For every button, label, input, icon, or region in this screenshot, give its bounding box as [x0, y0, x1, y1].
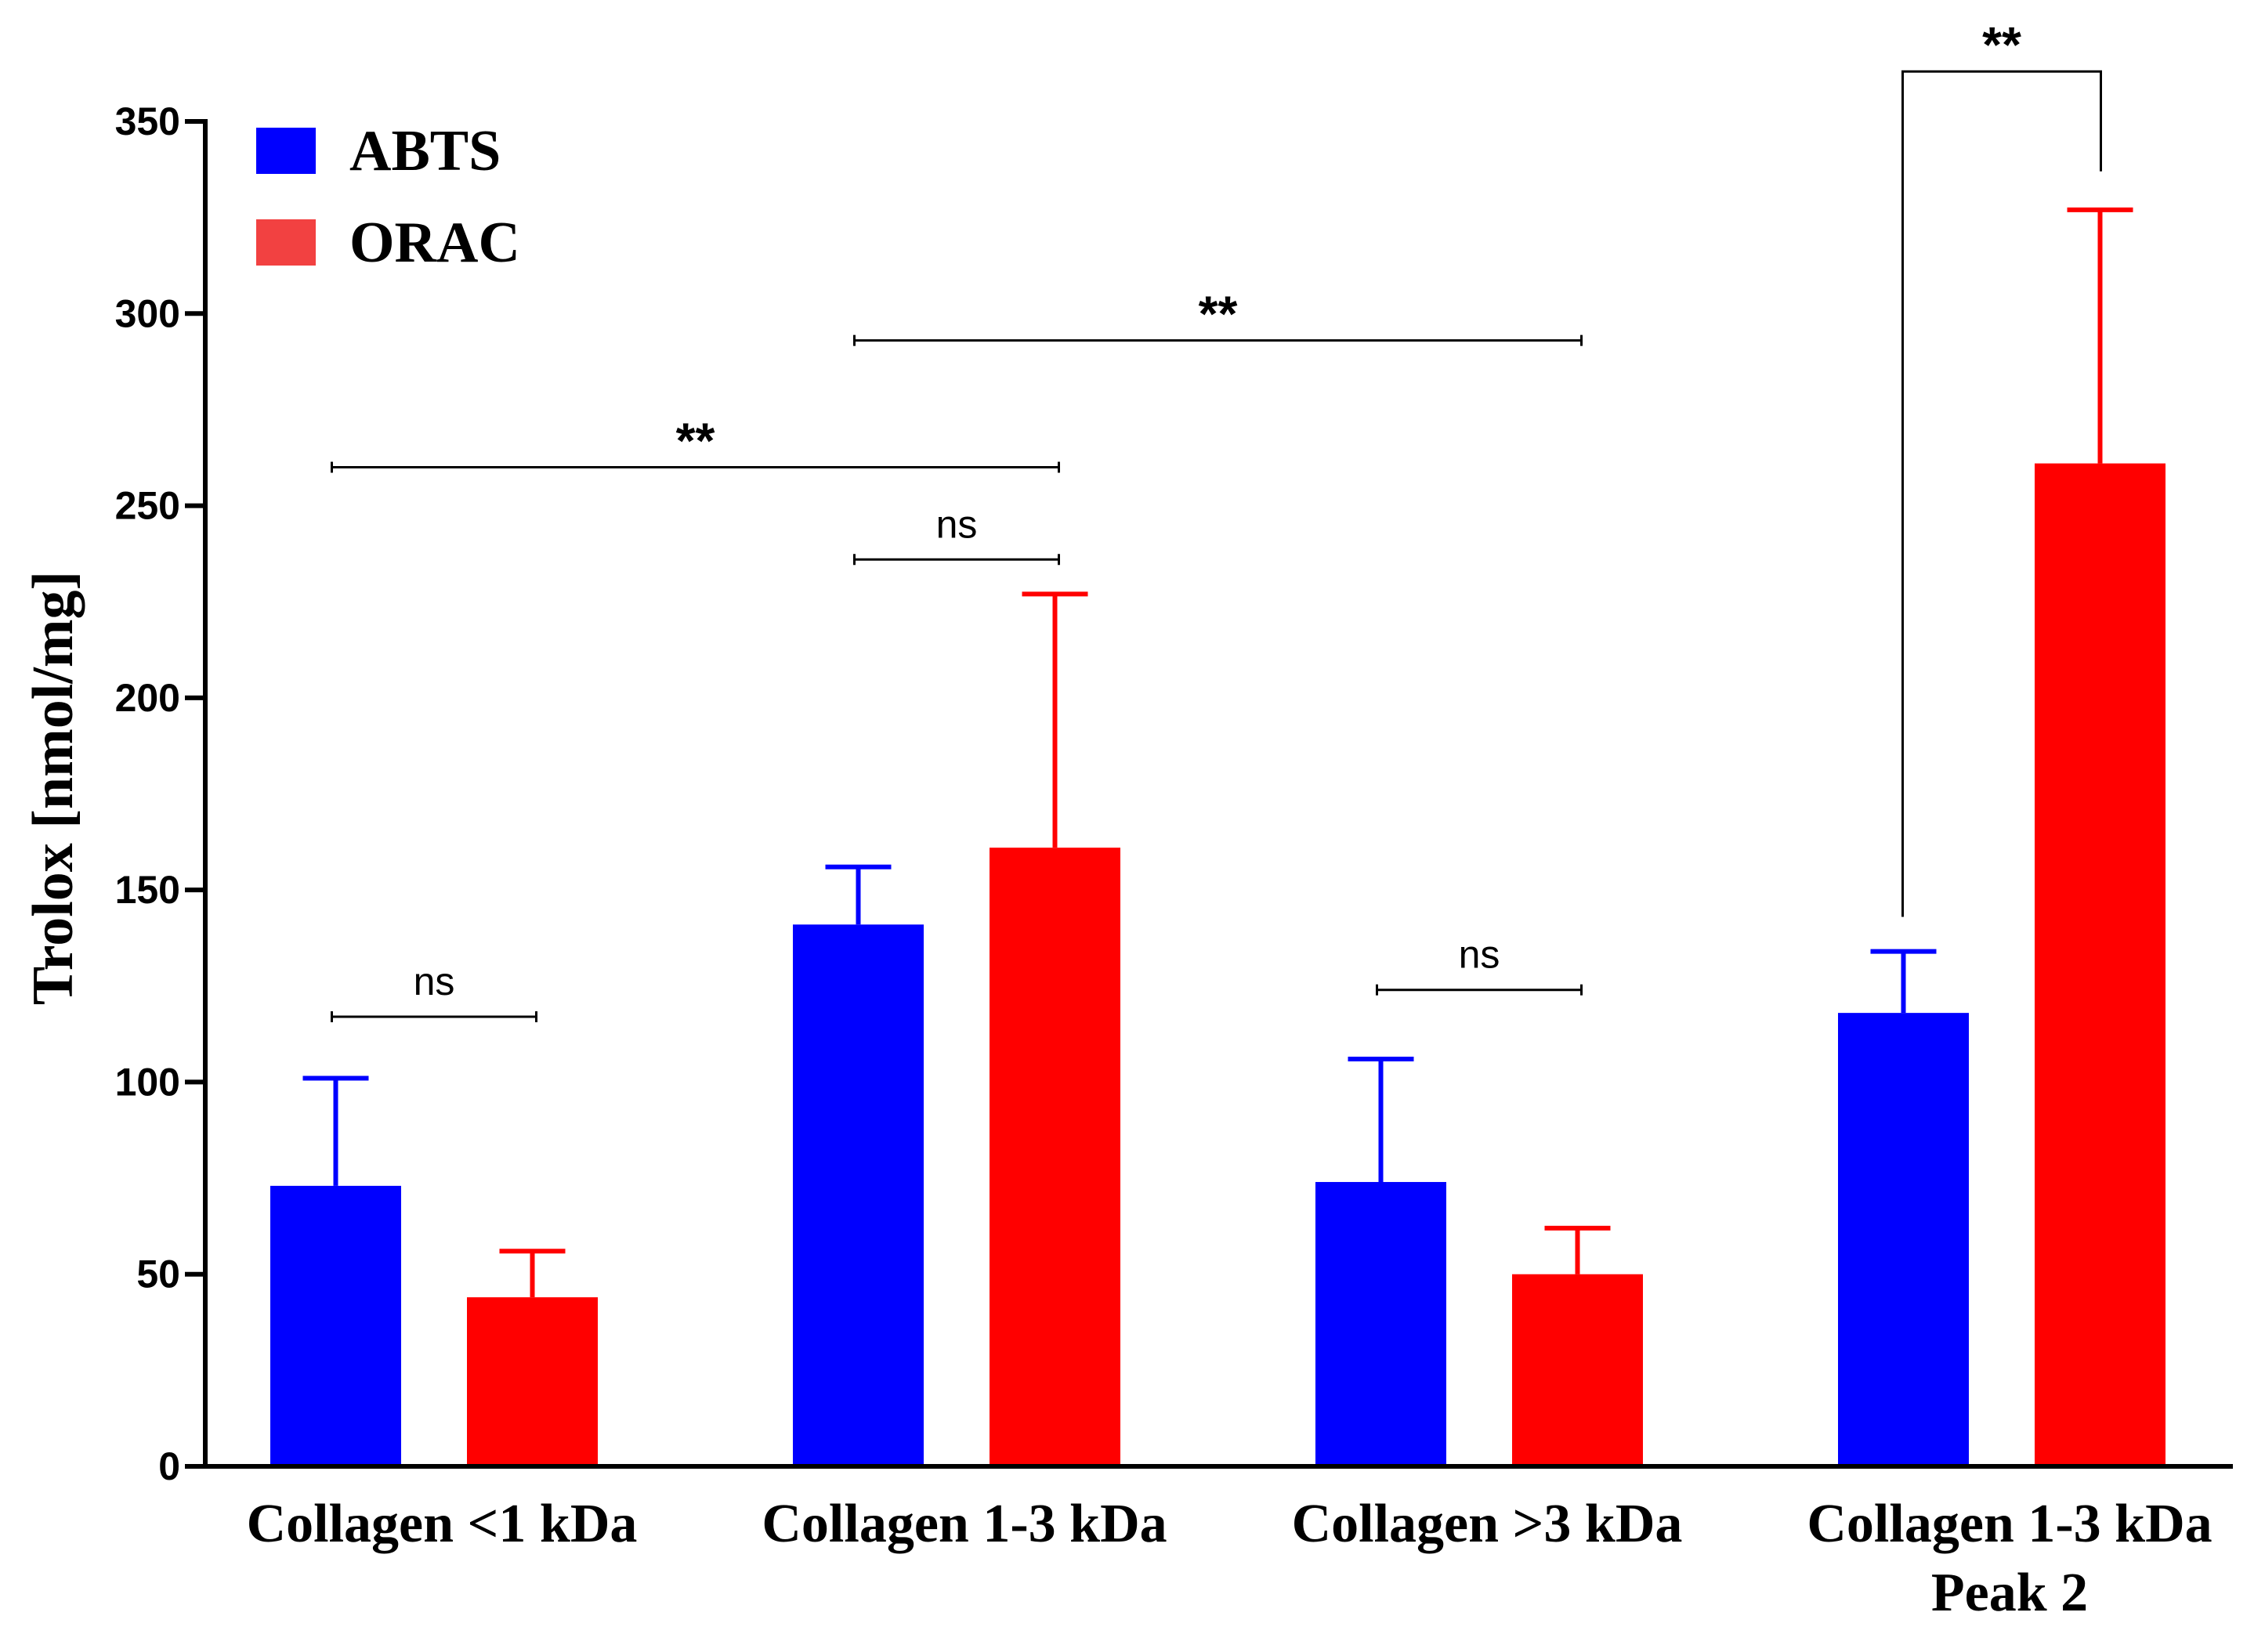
y-tick-label-4: 200 [115, 676, 180, 720]
significance-layer: ns ns ns ** ** ** [331, 16, 2102, 1023]
category-label-1: Collagen 1-3 kDa [762, 1494, 1167, 1554]
significance-label-5: ** [1982, 16, 2021, 73]
legend-swatch-abts [256, 128, 316, 174]
legend: ABTS ORAC [256, 119, 520, 275]
y-tick-label-5: 250 [115, 484, 180, 528]
significance-label-0: ns [414, 960, 455, 1003]
significance-label-2: ns [1459, 933, 1500, 977]
bar-abts-0 [270, 1185, 401, 1466]
bar-abts-2 [1315, 1181, 1446, 1466]
category-label-2: Collagen >3 kDa [1292, 1494, 1683, 1554]
category-label-3-line1: Peak 2 [1931, 1563, 2088, 1623]
significance-bracket-5 [1901, 70, 2102, 917]
bar-orac-2 [1512, 1274, 1643, 1466]
category-label-3: Collagen 1-3 kDa [1807, 1494, 2212, 1554]
category-label-0: Collagen <1 kDa [247, 1494, 638, 1554]
y-tick-label-6: 300 [115, 291, 180, 335]
y-tick-label-7: 350 [115, 99, 180, 143]
y-tick-label-0: 0 [158, 1444, 180, 1488]
y-axis-label: Trolox [nmol/mg] [21, 571, 85, 1005]
significance-label-1: ns [936, 502, 978, 546]
y-tick-label-3: 150 [115, 868, 180, 912]
bar-abts-3 [1838, 1013, 1969, 1466]
legend-swatch-orac [256, 219, 316, 266]
bars-layer [270, 463, 2165, 1466]
error-bars-layer [302, 207, 2133, 1298]
significance-label-4: ** [1199, 286, 1238, 342]
axes-layer: 0 50 100 150 200 250 300 350 Collagen <1 kDa Coll… [115, 99, 2233, 1623]
y-tick-label-2: 100 [115, 1060, 180, 1104]
bar-abts-1 [793, 924, 924, 1466]
significance-label-3: ** [676, 413, 715, 469]
bar-orac-0 [467, 1297, 598, 1466]
legend-label-abts: ABTS [349, 119, 501, 183]
bar-orac-1 [990, 848, 1120, 1466]
bar-orac-3 [2035, 463, 2165, 1466]
legend-label-orac: ORAC [349, 211, 520, 275]
y-tick-label-1: 50 [136, 1253, 180, 1296]
